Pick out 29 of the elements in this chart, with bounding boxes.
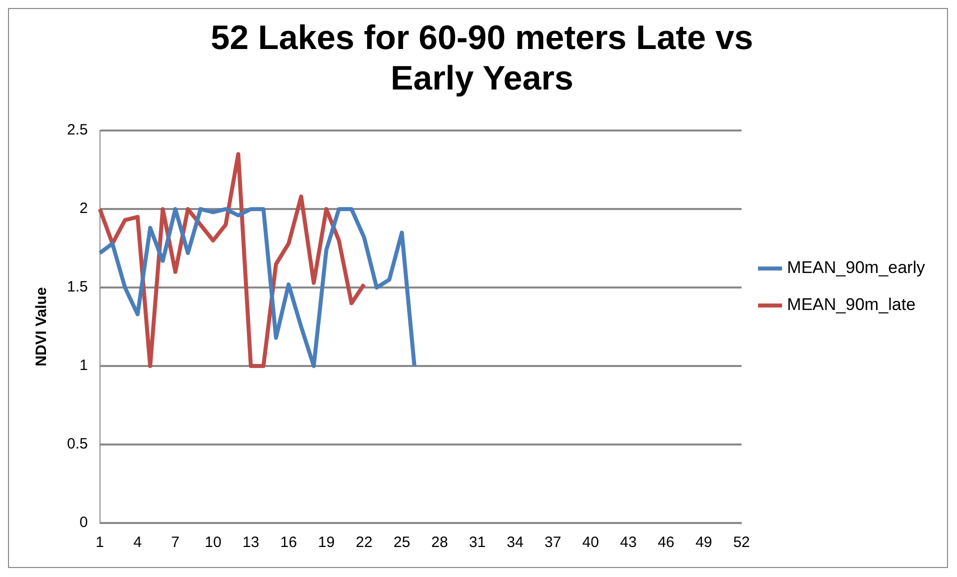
x-tick-label: 7 xyxy=(171,534,180,552)
x-tick-label: 43 xyxy=(620,534,637,552)
x-tick-label: 40 xyxy=(582,534,599,552)
x-tick-label: 31 xyxy=(468,534,486,552)
y-axis-title: NDVI Value xyxy=(33,287,50,366)
y-tick-label: 1 xyxy=(80,357,88,374)
y-tick-label: 2 xyxy=(80,200,88,218)
y-tick-label: 2.5 xyxy=(66,122,88,139)
x-tick-label: 1 xyxy=(96,534,104,552)
x-tick-label: 22 xyxy=(356,534,372,552)
y-tick-label: 1.5 xyxy=(66,278,88,296)
x-tick-label: 37 xyxy=(544,534,562,552)
y-tick-label: 0 xyxy=(80,514,88,532)
x-tick-label: 16 xyxy=(280,534,297,552)
x-tick-label: 19 xyxy=(318,534,335,552)
x-tick-label: 46 xyxy=(658,534,674,552)
legend-label: MEAN_90m_early xyxy=(787,258,926,278)
y-tick-label: 0.5 xyxy=(66,436,88,453)
x-tick-label: 49 xyxy=(695,534,712,552)
x-tick-label: 34 xyxy=(506,534,524,552)
text: Early Years xyxy=(390,60,574,98)
legend-label: MEAN_90m_late xyxy=(787,295,916,314)
text: 52 Lakes for 60-90 meters Late vs xyxy=(210,18,754,57)
x-tick-label: 4 xyxy=(133,534,142,552)
x-tick-label: 10 xyxy=(204,534,222,552)
x-tick-label: 13 xyxy=(242,534,260,552)
x-tick-label: 25 xyxy=(393,534,410,552)
x-tick-label: 52 xyxy=(733,534,750,552)
x-tick-label: 28 xyxy=(431,534,448,552)
